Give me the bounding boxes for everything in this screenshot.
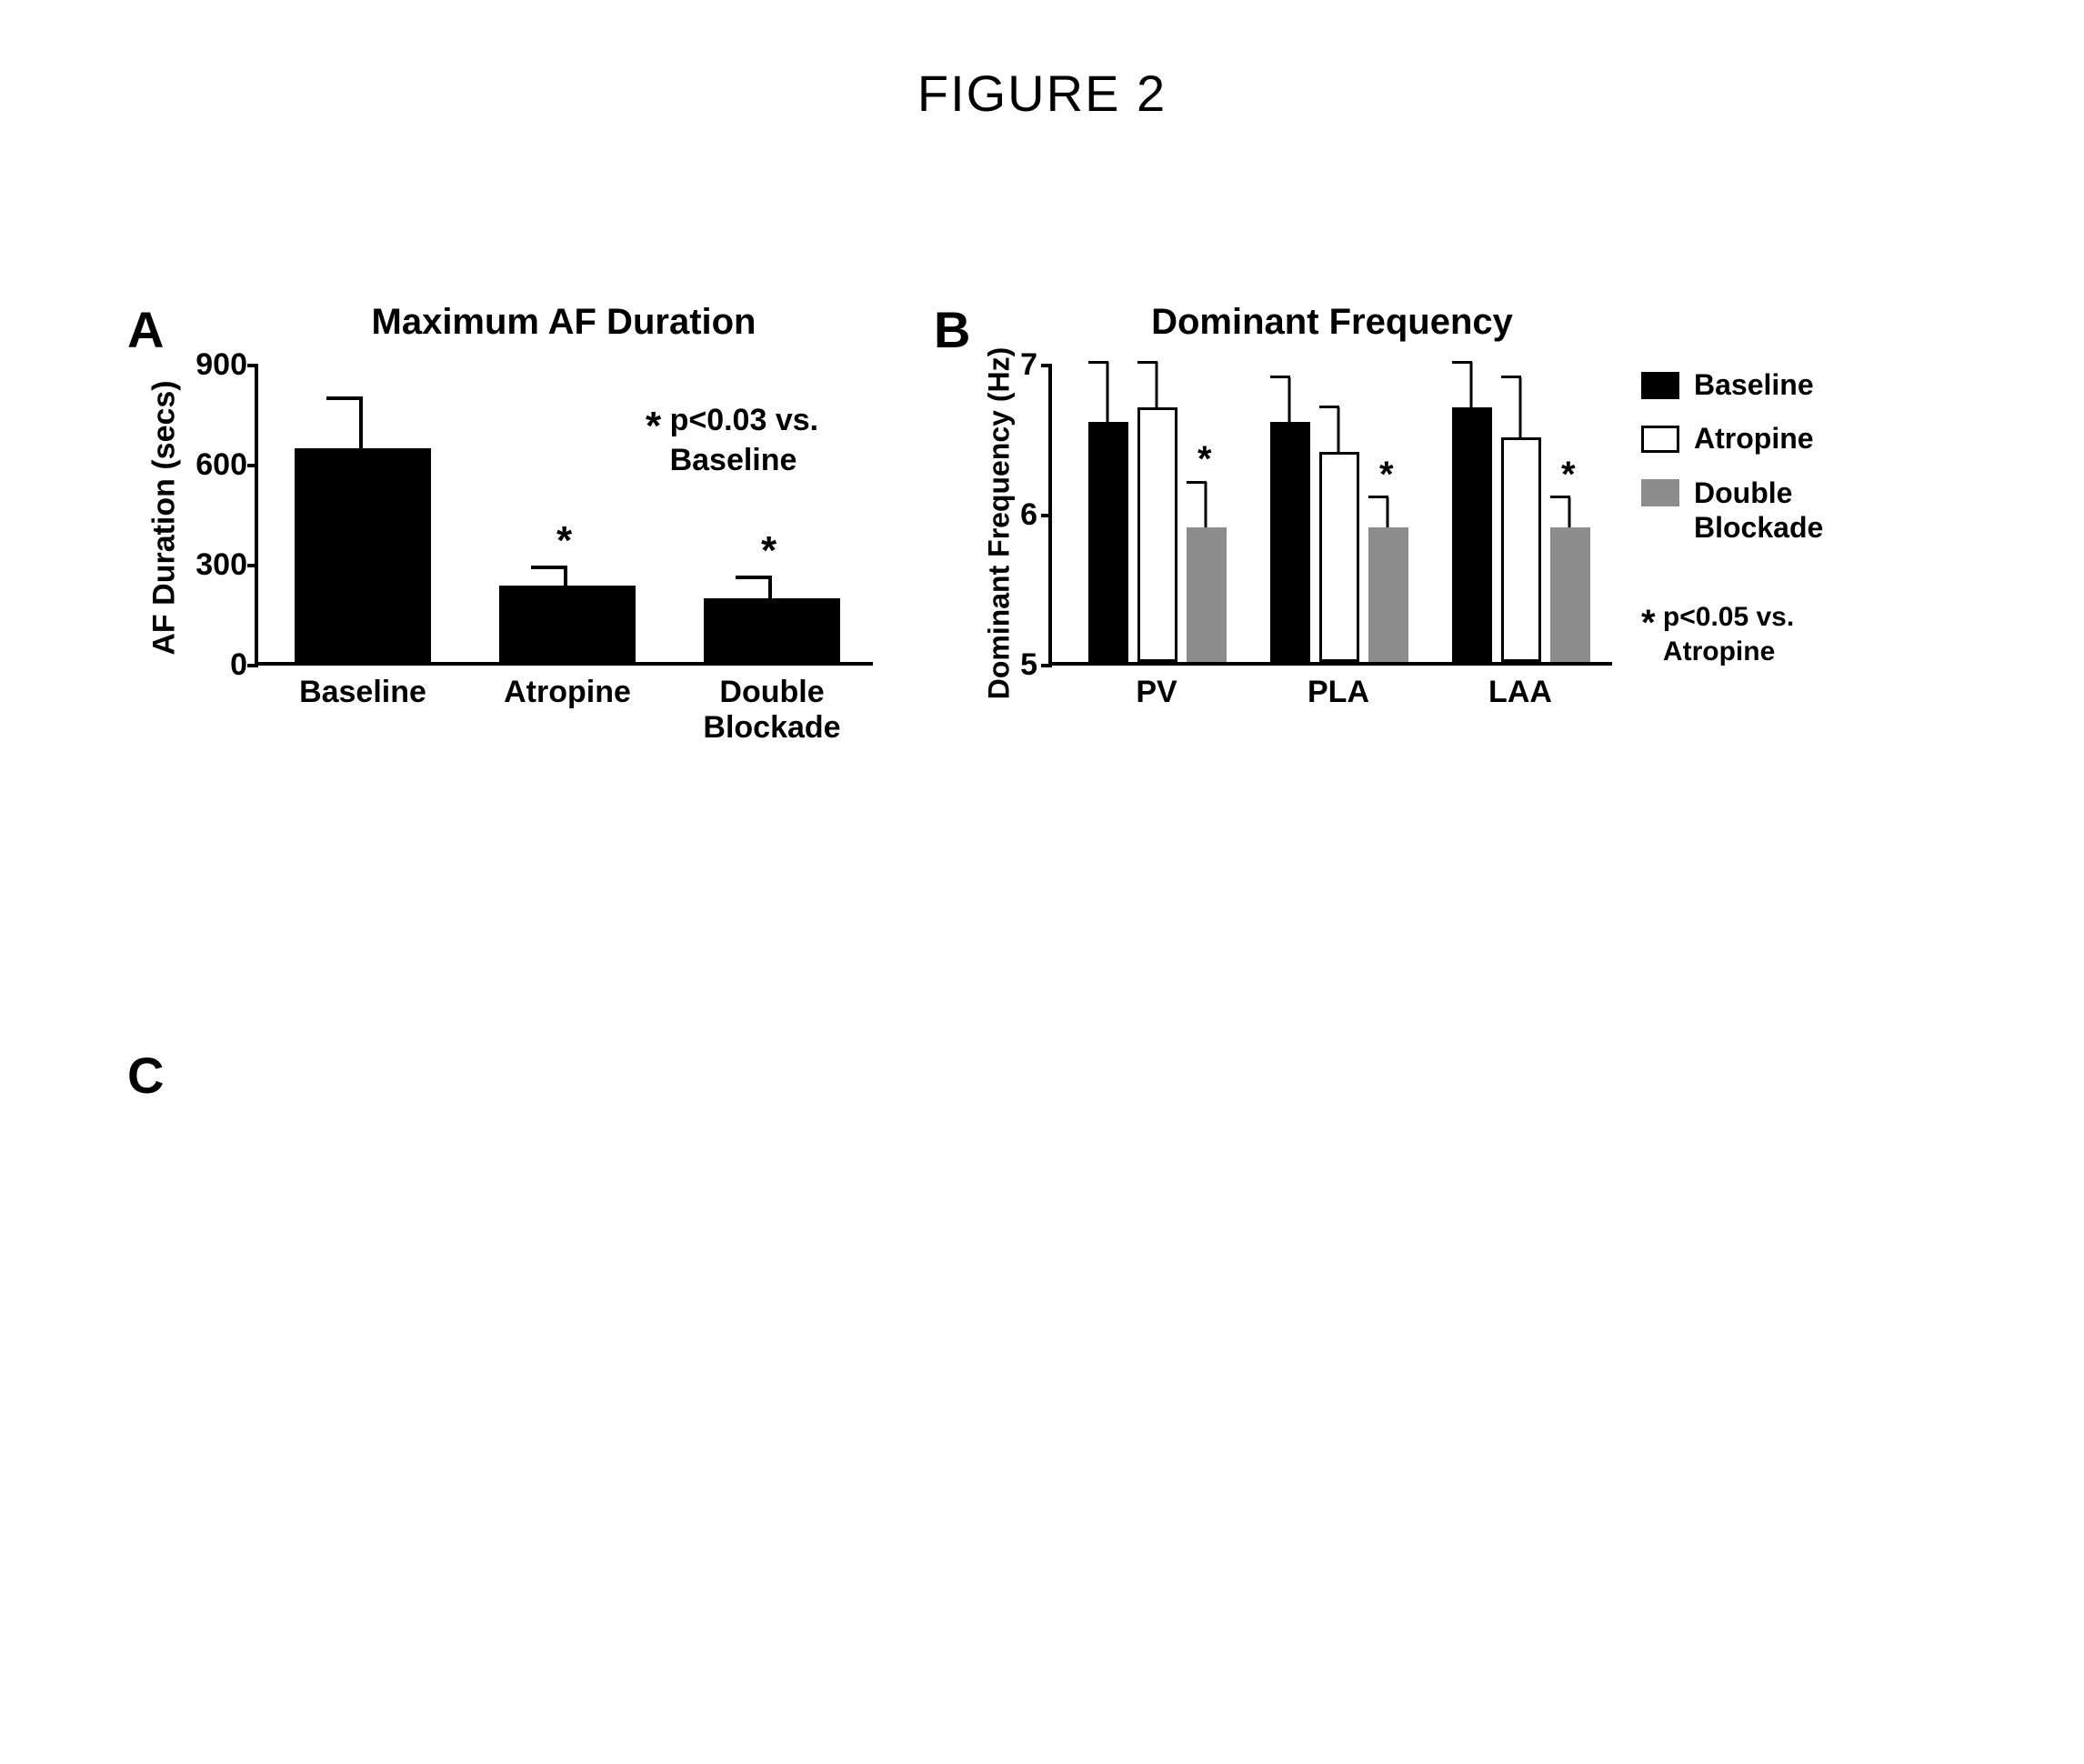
bar-atropine	[499, 586, 636, 662]
errorbar	[1155, 362, 1157, 407]
bar-baseline	[295, 448, 431, 662]
ytick-label: 900	[176, 347, 247, 383]
errorbar-cap	[1501, 376, 1521, 378]
errorbar-cap	[1270, 376, 1290, 378]
bar-pla-atropine	[1319, 452, 1359, 662]
errorbar-cap	[1088, 361, 1108, 364]
bar-pv-double	[1187, 527, 1227, 663]
significance-marker: *	[1197, 439, 1212, 480]
bar-pv-baseline	[1088, 422, 1128, 662]
errorbar	[1204, 482, 1207, 527]
errorbar	[1287, 377, 1290, 423]
significance-marker: *	[1379, 455, 1394, 496]
bar-double-blockade	[704, 598, 840, 662]
panel-a-annotation: * p<0.03 vs. Baseline	[646, 400, 818, 480]
category-label: Double Blockade	[681, 675, 863, 746]
significance-marker: *	[556, 518, 572, 564]
category-label: Atropine	[476, 675, 658, 710]
legend-swatch-double	[1641, 479, 1679, 506]
errorbar	[1106, 362, 1108, 422]
panel-b-letter: B	[934, 300, 970, 359]
ytick	[1041, 364, 1052, 367]
panel-b-title: Dominant Frequency	[1068, 302, 1596, 343]
bar-pv-atropine	[1137, 407, 1177, 663]
ytick-label: 300	[176, 547, 247, 583]
panel-b-annotation: * p<0.05 vs. Atropine	[1641, 600, 1794, 668]
bar-pla-baseline	[1270, 422, 1310, 662]
legend-item-atropine: Atropine	[1641, 422, 1823, 456]
panel-b-legend: Baseline Atropine DoubleBlockade	[1641, 368, 1823, 566]
ytick	[247, 364, 258, 367]
ytick	[1041, 664, 1052, 667]
ytick	[247, 464, 258, 467]
errorbar-cap	[1137, 361, 1157, 364]
bar-pla-double	[1368, 527, 1408, 663]
ytick-label: 0	[176, 647, 247, 683]
panel-a: A Maximum AF Duration 0300600900Baseline…	[155, 309, 900, 746]
errorbar-cap	[1319, 406, 1339, 408]
errorbar	[359, 398, 363, 448]
errorbar-cap	[736, 576, 772, 579]
bar-laa-double	[1550, 527, 1590, 663]
category-label: Baseline	[272, 675, 454, 710]
legend-item-double: DoubleBlockade	[1641, 476, 1823, 546]
ytick	[247, 564, 258, 567]
errorbar-cap	[1368, 496, 1388, 498]
panel-b-ylabel: Dominant Frequency (Hz)	[982, 347, 1016, 700]
bar-laa-baseline	[1452, 407, 1492, 663]
legend-item-baseline: Baseline	[1641, 368, 1823, 402]
ytick	[247, 664, 258, 667]
errorbar	[564, 567, 567, 586]
legend-label-baseline: Baseline	[1694, 368, 1814, 402]
ytick	[1041, 514, 1052, 517]
bar-laa-atropine	[1501, 437, 1541, 663]
panel-a-letter: A	[127, 300, 164, 359]
errorbar-cap	[1452, 361, 1472, 364]
panel-a-title: Maximum AF Duration	[273, 302, 855, 343]
chart-b-axes: 567*PV*PLA*LAA	[1048, 366, 1612, 666]
legend-swatch-baseline	[1641, 372, 1679, 399]
panel-c-letter: C	[127, 1046, 164, 1105]
legend-label-atropine: Atropine	[1694, 422, 1814, 456]
errorbar	[768, 577, 772, 599]
errorbar-cap	[1550, 496, 1570, 498]
errorbar	[1386, 497, 1388, 527]
errorbar-cap	[326, 396, 363, 400]
errorbar	[1337, 407, 1339, 453]
errorbar	[1568, 497, 1570, 527]
ytick-label: 600	[176, 447, 247, 483]
legend-label-double: DoubleBlockade	[1694, 476, 1823, 546]
group-label: PV	[1088, 675, 1225, 710]
group-label: LAA	[1452, 675, 1588, 710]
errorbar	[1518, 377, 1521, 437]
significance-marker: *	[761, 528, 776, 574]
group-label: PLA	[1270, 675, 1407, 710]
figure-title: FIGURE 2	[0, 64, 2084, 123]
significance-marker: *	[1561, 455, 1576, 496]
errorbar-cap	[531, 566, 567, 569]
errorbar	[1469, 362, 1472, 407]
legend-swatch-atropine	[1641, 426, 1679, 453]
panel-b: B Dominant Frequency 567*PV*PLA*LAA Domi…	[941, 309, 1941, 746]
panel-a-ylabel: AF Duration (secs)	[147, 380, 183, 655]
errorbar-cap	[1187, 481, 1207, 484]
